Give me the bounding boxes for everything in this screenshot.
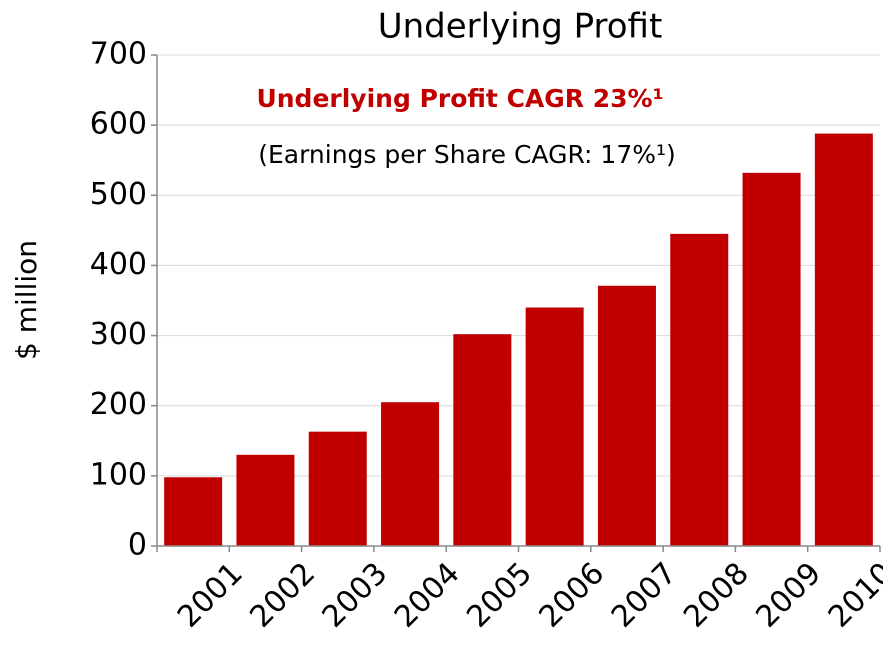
y-tick-label: 200 [90, 387, 147, 422]
bar [597, 285, 656, 546]
bar [381, 402, 440, 546]
x-tick-label: 2003 [316, 556, 395, 635]
x-tick-label: 2010 [822, 556, 883, 635]
annotation: (Earnings per Share CAGR: 17%¹) [258, 140, 676, 169]
x-tick-label: 2008 [677, 556, 756, 635]
x-tick-label: 2007 [605, 556, 684, 635]
annotation: Underlying Profit CAGR 23%¹ [256, 84, 663, 113]
bar [670, 233, 729, 546]
y-tick-label: 400 [90, 247, 147, 282]
bar [525, 307, 584, 546]
x-tick-label: 2009 [749, 556, 828, 635]
bar [308, 431, 367, 546]
bar [453, 334, 512, 546]
x-tick-label: 2004 [388, 556, 467, 635]
x-tick-label: 2002 [243, 556, 322, 635]
x-tick-label: 2005 [460, 556, 539, 635]
x-tick-label: 2001 [171, 556, 250, 635]
bar [236, 454, 295, 546]
bar [814, 133, 873, 546]
y-tick-label: 500 [90, 177, 147, 212]
bar [742, 172, 801, 546]
y-tick-label: 600 [90, 107, 147, 142]
y-tick-label: 100 [90, 457, 147, 492]
x-tick-label: 2006 [533, 556, 612, 635]
y-tick-label: 300 [90, 317, 147, 352]
chart-title: Underlying Profit [378, 7, 663, 47]
y-axis-label: $ million [10, 240, 43, 360]
y-tick-label: 700 [90, 37, 147, 72]
y-tick-label: 0 [128, 528, 147, 563]
bar [164, 477, 223, 546]
